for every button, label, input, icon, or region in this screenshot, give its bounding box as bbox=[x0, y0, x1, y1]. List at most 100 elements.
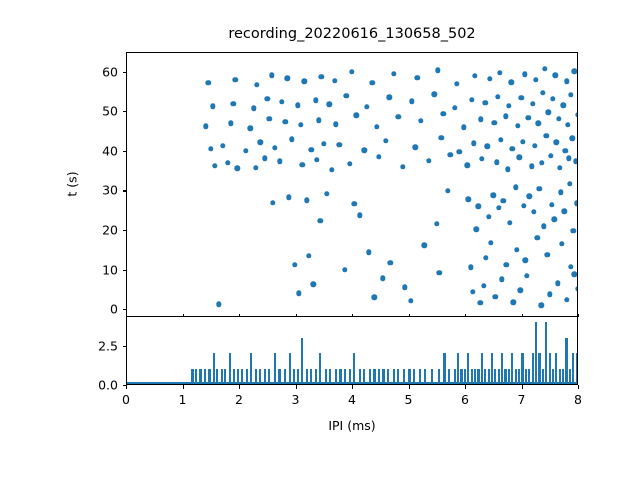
scatter-point bbox=[380, 275, 386, 282]
scatter-point bbox=[445, 187, 451, 194]
scatter-point bbox=[390, 70, 397, 77]
scatter-point bbox=[470, 289, 476, 295]
scatter-point bbox=[496, 205, 502, 211]
histogram-bar bbox=[241, 368, 244, 384]
scatter-point bbox=[386, 94, 392, 100]
scatter-point bbox=[570, 228, 577, 234]
histogram-bar bbox=[424, 368, 427, 384]
scatter-point bbox=[409, 98, 415, 104]
histogram-bar bbox=[447, 368, 451, 384]
scatter-point bbox=[467, 264, 474, 271]
scatter-point bbox=[564, 122, 571, 128]
scatter-point bbox=[320, 141, 327, 147]
scatter-point bbox=[490, 192, 496, 199]
x-ticklabel: 6 bbox=[461, 392, 469, 407]
scatter-x-tick bbox=[578, 313, 580, 317]
histogram-bar bbox=[431, 368, 434, 384]
scatter-point bbox=[506, 103, 512, 109]
scatter-point bbox=[529, 100, 536, 107]
scatter-point bbox=[210, 103, 216, 110]
scatter-point bbox=[353, 112, 360, 119]
scatter-point bbox=[298, 122, 304, 128]
histogram-bar bbox=[301, 337, 304, 384]
scatter-point bbox=[228, 120, 234, 127]
histogram-bar bbox=[507, 368, 511, 384]
scatter-y-ticklabel: 0 bbox=[110, 301, 118, 317]
histogram-axes bbox=[126, 317, 578, 385]
histogram-bar bbox=[288, 353, 291, 384]
scatter-point bbox=[479, 156, 485, 162]
scatter-point bbox=[374, 123, 380, 130]
histogram-bar bbox=[473, 368, 477, 384]
histogram-bar bbox=[538, 353, 541, 384]
histogram-bar bbox=[555, 353, 558, 384]
scatter-y-tick bbox=[122, 309, 126, 311]
scatter-point bbox=[299, 161, 305, 168]
histogram-bar bbox=[501, 353, 504, 384]
scatter-point bbox=[224, 160, 231, 166]
histogram-bar bbox=[208, 368, 211, 384]
scatter-point bbox=[400, 164, 406, 170]
histogram-bar bbox=[565, 337, 568, 384]
scatter-x-tick bbox=[521, 313, 523, 317]
x-ticklabel: 7 bbox=[517, 392, 526, 407]
scatter-point bbox=[503, 262, 509, 268]
scatter-point bbox=[207, 146, 214, 152]
scatter-point bbox=[550, 96, 556, 102]
scatter-point bbox=[563, 78, 570, 85]
scatter-point bbox=[262, 155, 268, 161]
scatter-point bbox=[343, 93, 349, 99]
scatter-point bbox=[447, 152, 453, 158]
histogram-bar bbox=[358, 368, 361, 384]
histogram-bar bbox=[490, 353, 494, 384]
scatter-point bbox=[211, 163, 218, 169]
scatter-point bbox=[332, 77, 338, 84]
x-ticklabel: 0 bbox=[122, 392, 130, 407]
histogram-bar bbox=[408, 368, 411, 384]
scatter-x-tick bbox=[465, 313, 467, 317]
histogram-bar bbox=[373, 368, 376, 384]
histogram-bar bbox=[377, 368, 381, 384]
scatter-point bbox=[431, 91, 438, 97]
scatter-point bbox=[326, 101, 332, 108]
scatter-y-tick bbox=[122, 71, 126, 73]
histogram-bar bbox=[353, 353, 356, 384]
scatter-point bbox=[517, 287, 523, 293]
scatter-point bbox=[533, 77, 539, 83]
histogram-y-ticklabel: 0.0 bbox=[98, 377, 118, 393]
histogram-bar bbox=[382, 368, 385, 384]
scatter-point bbox=[418, 118, 424, 124]
scatter-x-tick bbox=[295, 313, 297, 317]
scatter-point bbox=[543, 133, 549, 139]
histogram-bar bbox=[348, 368, 351, 384]
scatter-point bbox=[538, 302, 544, 309]
scatter-point bbox=[560, 102, 566, 108]
scatter-point bbox=[553, 139, 560, 146]
histogram-bar bbox=[263, 368, 266, 384]
histogram-bar bbox=[339, 368, 342, 384]
scatter-point bbox=[230, 100, 236, 107]
scatter-point bbox=[483, 255, 489, 261]
scatter-point bbox=[366, 249, 372, 256]
histogram-bar bbox=[254, 368, 257, 384]
scatter-point bbox=[402, 284, 408, 290]
histogram-bar bbox=[541, 368, 544, 384]
histogram-bar bbox=[368, 368, 372, 384]
scatter-point bbox=[203, 123, 209, 129]
scatter-point bbox=[475, 203, 482, 210]
scatter-point bbox=[279, 99, 285, 105]
scatter-point bbox=[376, 153, 382, 160]
histogram-bar bbox=[470, 368, 473, 384]
scatter-point bbox=[426, 157, 432, 164]
histogram-bar bbox=[273, 353, 277, 384]
histogram-bar bbox=[467, 353, 470, 384]
x-tick bbox=[465, 385, 467, 389]
scatter-point bbox=[563, 297, 570, 303]
scatter-point bbox=[532, 142, 538, 149]
x-tick bbox=[408, 385, 410, 389]
scatter-x-tick bbox=[182, 313, 184, 317]
scatter-point bbox=[318, 74, 325, 80]
scatter-y-ticklabel: 20 bbox=[102, 222, 118, 238]
histogram-bar bbox=[460, 368, 463, 384]
